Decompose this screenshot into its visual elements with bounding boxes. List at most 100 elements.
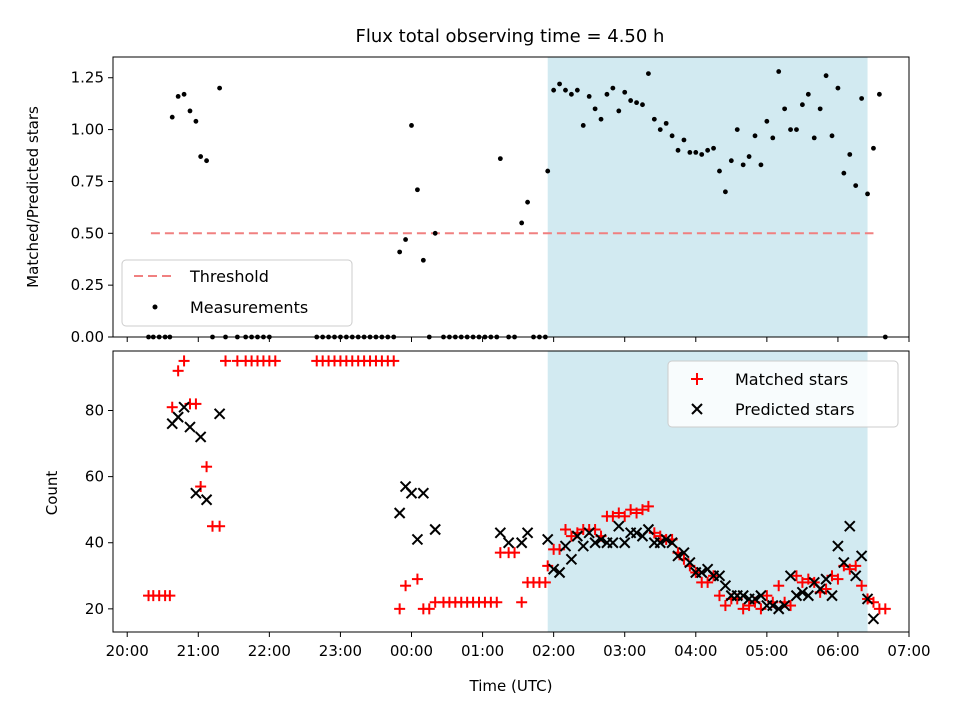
predicted-point	[630, 527, 643, 539]
legend-matched-swatch	[691, 373, 703, 385]
predicted-point	[814, 583, 826, 595]
top-legend: Threshold Measurements	[121, 259, 353, 327]
measurement-point	[711, 145, 716, 151]
measurement-point	[693, 150, 699, 155]
measurement-point	[580, 123, 586, 128]
x-tick-label: 20:00	[106, 642, 149, 660]
predicted-points	[166, 401, 880, 625]
measurement-point	[746, 154, 752, 159]
predicted-point	[184, 421, 196, 433]
measurement-point	[663, 120, 669, 126]
predicted-point	[749, 593, 761, 605]
matched-point	[388, 355, 400, 367]
matched-point	[411, 573, 423, 585]
predicted-point	[767, 599, 779, 612]
measurement-point	[397, 249, 403, 255]
measurement-point	[752, 133, 758, 139]
x-tick-label: 04:00	[674, 642, 717, 660]
measurement-point	[717, 168, 722, 174]
measurement-point	[628, 98, 634, 103]
predicted-point	[559, 540, 572, 552]
predicted-point	[571, 530, 584, 542]
top-panel: 0.00 0.25 0.50 0.75 1.00 1.25 Matched/Predict…	[24, 56, 910, 346]
matched-point	[195, 481, 207, 493]
predicted-point	[200, 494, 213, 506]
matched-point	[619, 510, 631, 522]
matched-point	[516, 596, 528, 608]
measurement-point	[497, 156, 503, 162]
measurement-point	[728, 158, 734, 164]
matched-point	[850, 560, 862, 572]
predicted-point	[502, 537, 515, 549]
predicted-point	[772, 603, 785, 615]
measurement-point	[722, 189, 728, 195]
measurement-point	[859, 96, 865, 101]
x-tick-label: 23:00	[319, 642, 362, 660]
legend-measurements-swatch	[152, 304, 158, 310]
measurement-point	[681, 137, 687, 143]
predicted-point	[849, 570, 862, 582]
legend-threshold-label: Threshold	[189, 267, 269, 286]
measurement-point	[853, 183, 859, 188]
legend-predicted-swatch	[691, 403, 703, 415]
measurement-point	[634, 100, 639, 106]
y-tick-label: 0.50	[71, 224, 104, 242]
predicted-point	[832, 540, 844, 552]
measurement-point	[764, 118, 770, 124]
bottom-x-ticks: 20:00 21:00 22:00 23:00 00:00 01:00 02:00 03:00…	[106, 632, 931, 660]
legend-measurements-label: Measurements	[190, 298, 308, 317]
measurement-point	[525, 199, 530, 205]
predicted-point	[194, 431, 207, 443]
measurement-point	[876, 91, 882, 97]
measurement-point	[788, 127, 793, 132]
predicted-point	[855, 550, 868, 562]
matched-point	[394, 603, 406, 615]
predicted-point	[494, 527, 507, 539]
predicted-point	[642, 523, 655, 536]
measurement-point	[687, 150, 693, 155]
measurement-point	[545, 168, 551, 174]
matched-point	[220, 355, 232, 367]
chart-title: Flux total observing time = 4.50 h	[356, 26, 665, 47]
measurement-point	[519, 220, 525, 226]
predicted-point	[613, 520, 625, 532]
measurement-point	[204, 158, 209, 164]
y-tick-label: 1.25	[71, 69, 104, 87]
predicted-point	[411, 533, 424, 546]
matched-point	[172, 365, 184, 377]
predicted-point	[542, 533, 554, 546]
measurement-point	[811, 135, 817, 141]
bottom-panel-frame	[112, 350, 910, 633]
predicted-point	[802, 589, 815, 602]
predicted-point	[589, 537, 601, 549]
y-tick-label: 0.25	[71, 276, 104, 294]
top-y-ticks: 0.00 0.25 0.50 0.75 1.00 1.25	[71, 69, 113, 346]
matched-point	[820, 583, 832, 595]
predicted-point	[790, 589, 803, 602]
predicted-point	[844, 520, 856, 532]
predicted-point	[607, 537, 619, 549]
bottom-legend-box	[667, 360, 899, 428]
matched-point	[642, 500, 654, 512]
x-tick-label: 07:00	[887, 642, 930, 660]
legend-predicted-label: Predicted stars	[735, 400, 855, 419]
measurement-point	[193, 118, 199, 124]
matched-point	[190, 398, 202, 410]
measurement-point	[646, 71, 651, 76]
matched-point	[832, 573, 844, 585]
measurement-point	[782, 106, 788, 112]
matched-point	[625, 504, 637, 516]
measurement-point	[217, 85, 223, 91]
x-tick-label: 05:00	[745, 642, 788, 660]
measurement-point	[604, 91, 610, 97]
measurement-point	[557, 81, 562, 87]
matched-point	[565, 530, 577, 542]
measurement-point	[563, 87, 568, 93]
measurement-point	[835, 85, 841, 91]
measurement-point	[740, 162, 746, 168]
predicted-point	[672, 550, 684, 562]
measurement-point	[805, 91, 811, 97]
x-tick-label: 03:00	[603, 642, 646, 660]
bottom-legend: Matched stars Predicted stars	[667, 360, 899, 428]
measurement-point	[169, 114, 175, 120]
